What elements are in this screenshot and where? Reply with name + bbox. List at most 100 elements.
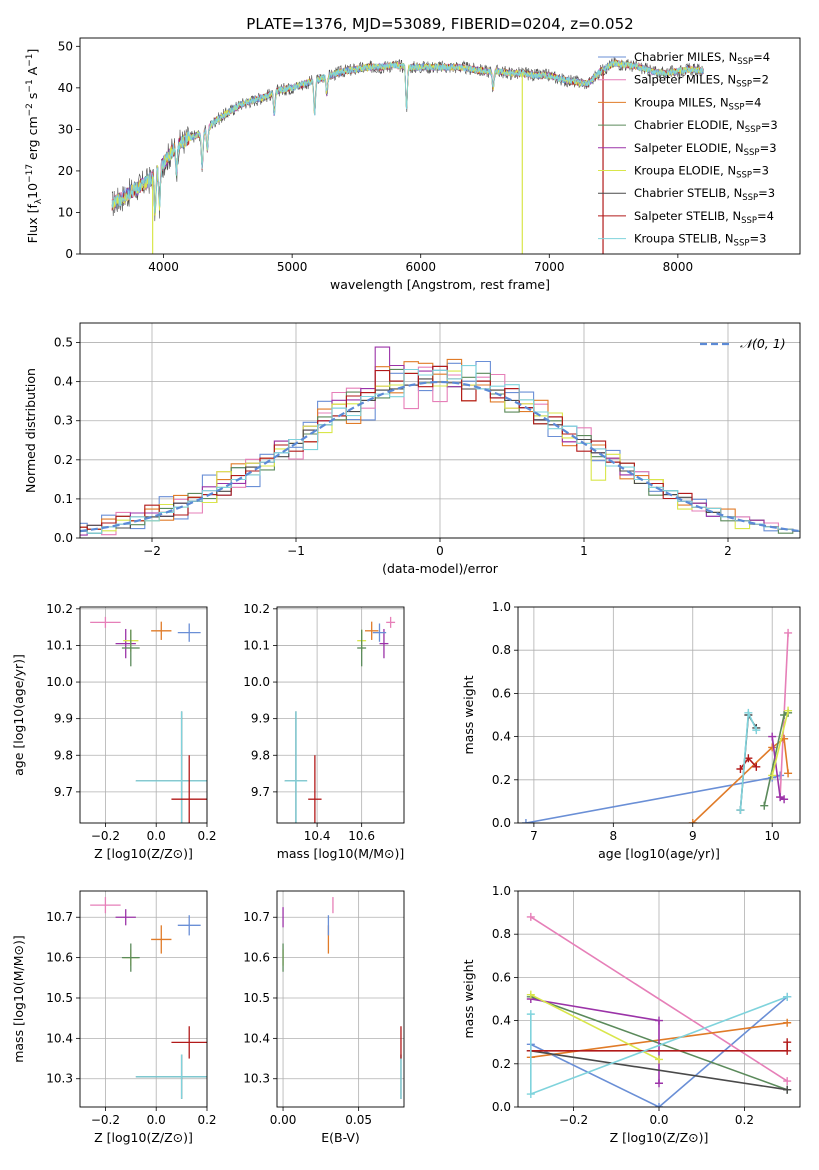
y-axis-label-part: −1 (25, 54, 35, 67)
spectrum-line-kroupa-stelib (111, 60, 704, 214)
y-axis-label-part: s (25, 93, 40, 104)
weight-marker (655, 1016, 663, 1025)
x-axis-label: wavelength [Angstrom, rest frame] (330, 277, 550, 292)
x-tick-label: 0.0 (147, 1113, 166, 1127)
legend-nssp: =2 (752, 73, 769, 87)
y-tick-label: 0.8 (492, 643, 511, 657)
y-axis-label: Flux [fλ10−17 erg cm−2 s−1 A−1] (25, 49, 44, 244)
legend-label: Salpeter STELIB, NSSP=4 (634, 209, 774, 226)
x-tick-label: −0.2 (91, 1113, 120, 1127)
y-tick-label: 9.7 (251, 785, 270, 799)
x-tick-label: 0 (436, 544, 444, 558)
y-tick-label: 0.2 (54, 453, 73, 467)
y-tick-label: 0.0 (492, 1100, 511, 1114)
legend-label: Salpeter MILES, NSSP=2 (634, 73, 769, 90)
x-tick-label: 8 (610, 829, 618, 843)
x-tick-label: 5000 (277, 260, 308, 274)
y-tick-label: 10 (58, 205, 73, 219)
x-axis-label: (data-model)/error (382, 561, 499, 576)
weight-marker (783, 1018, 792, 1027)
legend-label: Chabrier ELODIE, NSSP=3 (634, 118, 778, 135)
x-tick-label: 0.05 (345, 1113, 372, 1127)
y-tick-label: 1.0 (492, 884, 511, 898)
legend-label: Chabrier STELIB, NSSP=3 (634, 186, 775, 203)
weight-marker (768, 732, 777, 741)
legend-label: Kroupa ELODIE, NSSP=3 (634, 164, 769, 181)
plot-area-residuals (80, 346, 800, 536)
y-axis-label-part: ] (25, 49, 40, 54)
y-tick-label: 30 (58, 122, 73, 136)
legend-nssp: =4 (744, 95, 761, 109)
x-tick-label: 0.2 (197, 829, 216, 843)
y-axis-label-part: Flux [f (25, 204, 40, 244)
x-axis-label: Z [log10(Z/Z⊙)] (94, 1130, 193, 1145)
axes-frame (276, 606, 405, 824)
axes-weight_vs_Z: −0.2 0.0 0.2 0.0 0.2 0.4 0.6 0.8 1.0 Z [log10(Z/Z… (461, 884, 801, 1145)
legend-label: Kroupa MILES, NSSP=4 (634, 95, 761, 112)
legend-label: Kroupa STELIB, NSSP=3 (634, 232, 766, 249)
y-tick-label: 10.1 (243, 638, 270, 652)
axes-weight_vs_age: 7 8 9 10 0.0 0.2 0.4 0.6 0.8 1.0 age [log10(age/yr… (461, 600, 801, 861)
weight-line-salpeter-elodie (530, 998, 660, 1084)
weight-marker (744, 708, 753, 717)
weight-line-salpeter-miles (530, 916, 788, 1082)
axes-age_vs_Z: −0.2 0.0 0.2 9.7 9.8 9.9 10.0 10.1 10.2 Z [log10(… (11, 602, 217, 861)
y-axis-label: mass weight (461, 675, 476, 754)
x-tick-label: 0.0 (649, 1113, 668, 1127)
weight-marker (752, 762, 761, 771)
weight-line-kroupa-elodie (530, 993, 660, 1061)
weight-marker (526, 1010, 535, 1019)
weight-marker (688, 819, 697, 823)
y-tick-label: 9.7 (54, 785, 73, 799)
hist-kroupa-stelib (80, 365, 800, 534)
y-axis-label-part: 10 (25, 183, 40, 199)
legend-nssp: =3 (749, 232, 766, 246)
x-tick-label: 10.6 (348, 829, 375, 843)
y-tick-label: 0.2 (492, 773, 511, 787)
x-tick-label: −0.2 (91, 829, 120, 843)
legend-sub: SSP (737, 57, 753, 67)
plot-area-mass_vs_ebv (282, 897, 402, 1099)
legend-nssp: =3 (752, 164, 769, 178)
y-tick-label: 10.4 (46, 1031, 73, 1045)
legend-nssp: =4 (757, 209, 774, 223)
weight-line-kroupa-elodie (771, 710, 789, 776)
axes-mass_vs_ebv: 0.00 0.05 10.3 10.4 10.5 10.6 10.7 E(B-V) (243, 890, 405, 1145)
weight-marker (521, 819, 530, 823)
y-tick-label: 10.7 (243, 910, 270, 924)
y-tick-label: 0.3 (54, 414, 73, 428)
y-axis-label-part: λ (34, 198, 44, 204)
weight-line-chabrier-stelib (530, 1050, 788, 1091)
weight-marker (784, 769, 793, 778)
weight-line-chabrier-stelib (739, 712, 757, 811)
plot-area-age_vs_mass (284, 616, 396, 823)
weight-marker (768, 743, 777, 752)
y-tick-label: 0.4 (492, 1014, 511, 1028)
x-axis-label: mass [log10(M/M⊙)] (277, 846, 405, 861)
legend-nssp: =4 (753, 50, 770, 64)
y-tick-label: 10.0 (243, 675, 270, 689)
x-tick-label: 7000 (534, 260, 565, 274)
weight-line-chabrier-miles (530, 996, 788, 1107)
legend-sub: SSP (734, 239, 750, 249)
y-axis-label-part: −17 (25, 164, 35, 183)
legend-nssp: =3 (760, 141, 777, 155)
x-tick-label: −1 (287, 544, 305, 558)
y-tick-label: 10.4 (243, 1031, 270, 1045)
legend-sub: SSP (736, 80, 752, 90)
y-tick-label: 10.6 (243, 951, 270, 965)
legend-sub: SSP (744, 148, 760, 158)
weight-marker (526, 990, 535, 999)
x-axis-label: E(B-V) (321, 1130, 360, 1145)
y-tick-label: 0.5 (54, 336, 73, 350)
weight-marker (783, 992, 792, 1001)
y-tick-label: 9.8 (54, 748, 73, 762)
y-tick-label: 10.0 (46, 675, 73, 689)
y-tick-label: 0.6 (492, 970, 511, 984)
y-tick-label: 10.6 (46, 951, 73, 965)
plot-area-age_vs_Z (90, 616, 207, 823)
axes-age_vs_mass: 10.4 10.6 9.7 9.8 9.9 10.0 10.1 10.2 mass [log10… (243, 602, 405, 861)
axes-frame (517, 606, 801, 824)
weight-marker (783, 1077, 792, 1086)
legend-sub: SSP (736, 171, 752, 181)
